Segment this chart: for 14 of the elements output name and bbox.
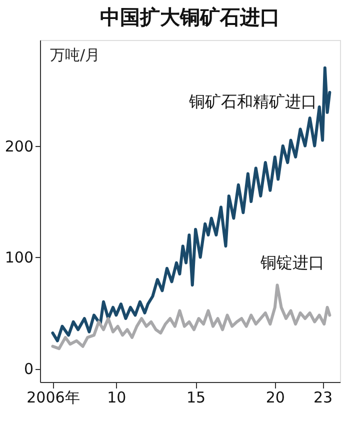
line-series	[51, 66, 332, 342]
y-tick-label: 100	[4, 248, 34, 267]
x-tick-label: 15	[186, 388, 206, 406]
x-tick-label: 20	[266, 388, 285, 406]
y-axis-title: 万吨/月	[50, 46, 100, 64]
chart-title: 中国扩大铜矿石进口	[100, 5, 280, 29]
line-series	[51, 284, 332, 350]
x-tick-label: 10	[107, 388, 126, 406]
y-tick-label: 0	[24, 360, 34, 378]
series-label: 铜锭进口	[259, 253, 324, 272]
series-label: 铜矿石和精矿进口	[188, 92, 317, 111]
y-tick-label: 200	[4, 137, 34, 156]
x-tick-label: 2006年	[26, 388, 80, 406]
x-tick-label: 23	[313, 388, 333, 406]
